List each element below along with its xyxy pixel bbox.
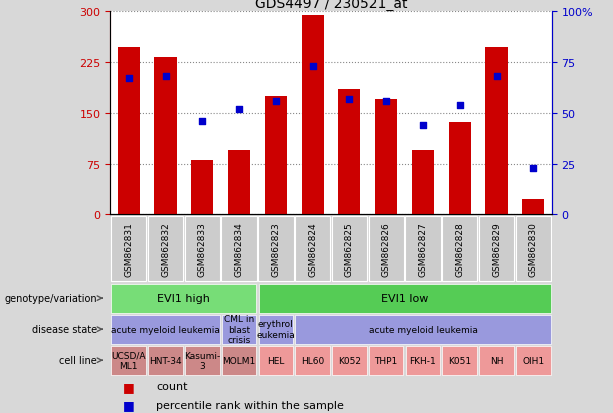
Text: GSM862833: GSM862833 [198, 221, 207, 276]
FancyBboxPatch shape [148, 346, 183, 375]
Text: Kasumi-
3: Kasumi- 3 [184, 351, 221, 370]
Text: FKH-1: FKH-1 [409, 356, 436, 365]
FancyBboxPatch shape [259, 284, 550, 313]
Text: GSM862829: GSM862829 [492, 221, 501, 276]
FancyBboxPatch shape [185, 346, 219, 375]
Bar [154, 58, 177, 215]
Point [271, 98, 281, 105]
Text: ■: ■ [123, 380, 134, 393]
Text: GSM862828: GSM862828 [455, 221, 464, 276]
Point [455, 102, 465, 109]
Point [197, 119, 207, 125]
Text: EVI1 low: EVI1 low [381, 293, 428, 304]
Text: disease state: disease state [32, 324, 97, 335]
Text: K052: K052 [338, 356, 361, 365]
Text: GSM862830: GSM862830 [529, 221, 538, 276]
Bar [265, 97, 287, 215]
Text: GSM862831: GSM862831 [124, 221, 133, 276]
FancyBboxPatch shape [295, 315, 550, 344]
FancyBboxPatch shape [221, 216, 257, 282]
Text: MOLM1: MOLM1 [223, 356, 256, 365]
Text: GSM862823: GSM862823 [272, 221, 280, 276]
Text: GSM862834: GSM862834 [235, 221, 243, 276]
Bar [338, 90, 360, 215]
Bar [228, 151, 250, 215]
FancyBboxPatch shape [369, 346, 403, 375]
Point [124, 76, 134, 83]
FancyBboxPatch shape [259, 346, 293, 375]
Text: acute myeloid leukemia: acute myeloid leukemia [368, 325, 478, 334]
FancyBboxPatch shape [368, 216, 404, 282]
FancyBboxPatch shape [443, 346, 477, 375]
Title: GDS4497 / 230521_at: GDS4497 / 230521_at [255, 0, 407, 12]
Text: CML in
blast
crisis: CML in blast crisis [224, 315, 254, 344]
FancyBboxPatch shape [222, 346, 256, 375]
FancyBboxPatch shape [332, 216, 367, 282]
Text: HNT-34: HNT-34 [149, 356, 182, 365]
FancyBboxPatch shape [259, 315, 293, 344]
Bar [118, 47, 140, 215]
Text: acute myeloid leukemia: acute myeloid leukemia [111, 325, 220, 334]
Point [161, 74, 170, 81]
FancyBboxPatch shape [185, 216, 220, 282]
Text: GSM862825: GSM862825 [345, 221, 354, 276]
Text: erythrol
eukemia: erythrol eukemia [256, 320, 295, 339]
Point [418, 122, 428, 129]
Bar [449, 122, 471, 215]
Bar [375, 100, 397, 215]
Text: percentile rank within the sample: percentile rank within the sample [156, 400, 344, 410]
Bar [522, 200, 544, 215]
Bar [412, 151, 434, 215]
FancyBboxPatch shape [479, 216, 514, 282]
Bar [191, 161, 213, 215]
Text: genotype/variation: genotype/variation [4, 293, 97, 304]
FancyBboxPatch shape [405, 216, 441, 282]
FancyBboxPatch shape [516, 216, 551, 282]
Text: HEL: HEL [267, 356, 284, 365]
Point [381, 98, 391, 105]
Text: HL60: HL60 [301, 356, 324, 365]
FancyBboxPatch shape [406, 346, 440, 375]
Point [528, 165, 538, 171]
FancyBboxPatch shape [332, 346, 367, 375]
FancyBboxPatch shape [112, 284, 256, 313]
Text: NH: NH [490, 356, 503, 365]
Text: K051: K051 [448, 356, 471, 365]
Text: GSM862826: GSM862826 [382, 221, 390, 276]
FancyBboxPatch shape [112, 346, 146, 375]
FancyBboxPatch shape [295, 216, 330, 282]
Point [234, 106, 244, 113]
FancyBboxPatch shape [442, 216, 478, 282]
FancyBboxPatch shape [516, 346, 550, 375]
Text: UCSD/A
ML1: UCSD/A ML1 [112, 351, 146, 370]
Text: ■: ■ [123, 398, 134, 411]
Text: GSM862832: GSM862832 [161, 221, 170, 276]
Text: EVI1 high: EVI1 high [158, 293, 210, 304]
FancyBboxPatch shape [295, 346, 330, 375]
Text: THP1: THP1 [375, 356, 398, 365]
FancyBboxPatch shape [112, 315, 219, 344]
FancyBboxPatch shape [148, 216, 183, 282]
FancyBboxPatch shape [222, 315, 256, 344]
Text: GSM862824: GSM862824 [308, 222, 317, 276]
FancyBboxPatch shape [111, 216, 147, 282]
FancyBboxPatch shape [479, 346, 514, 375]
Point [345, 96, 354, 103]
Point [308, 64, 318, 70]
Text: GSM862827: GSM862827 [419, 221, 427, 276]
FancyBboxPatch shape [258, 216, 294, 282]
Text: cell line: cell line [59, 355, 97, 366]
Bar [302, 16, 324, 215]
Text: count: count [156, 381, 188, 391]
Text: OIH1: OIH1 [522, 356, 544, 365]
Bar [485, 47, 508, 215]
Point [492, 74, 501, 81]
